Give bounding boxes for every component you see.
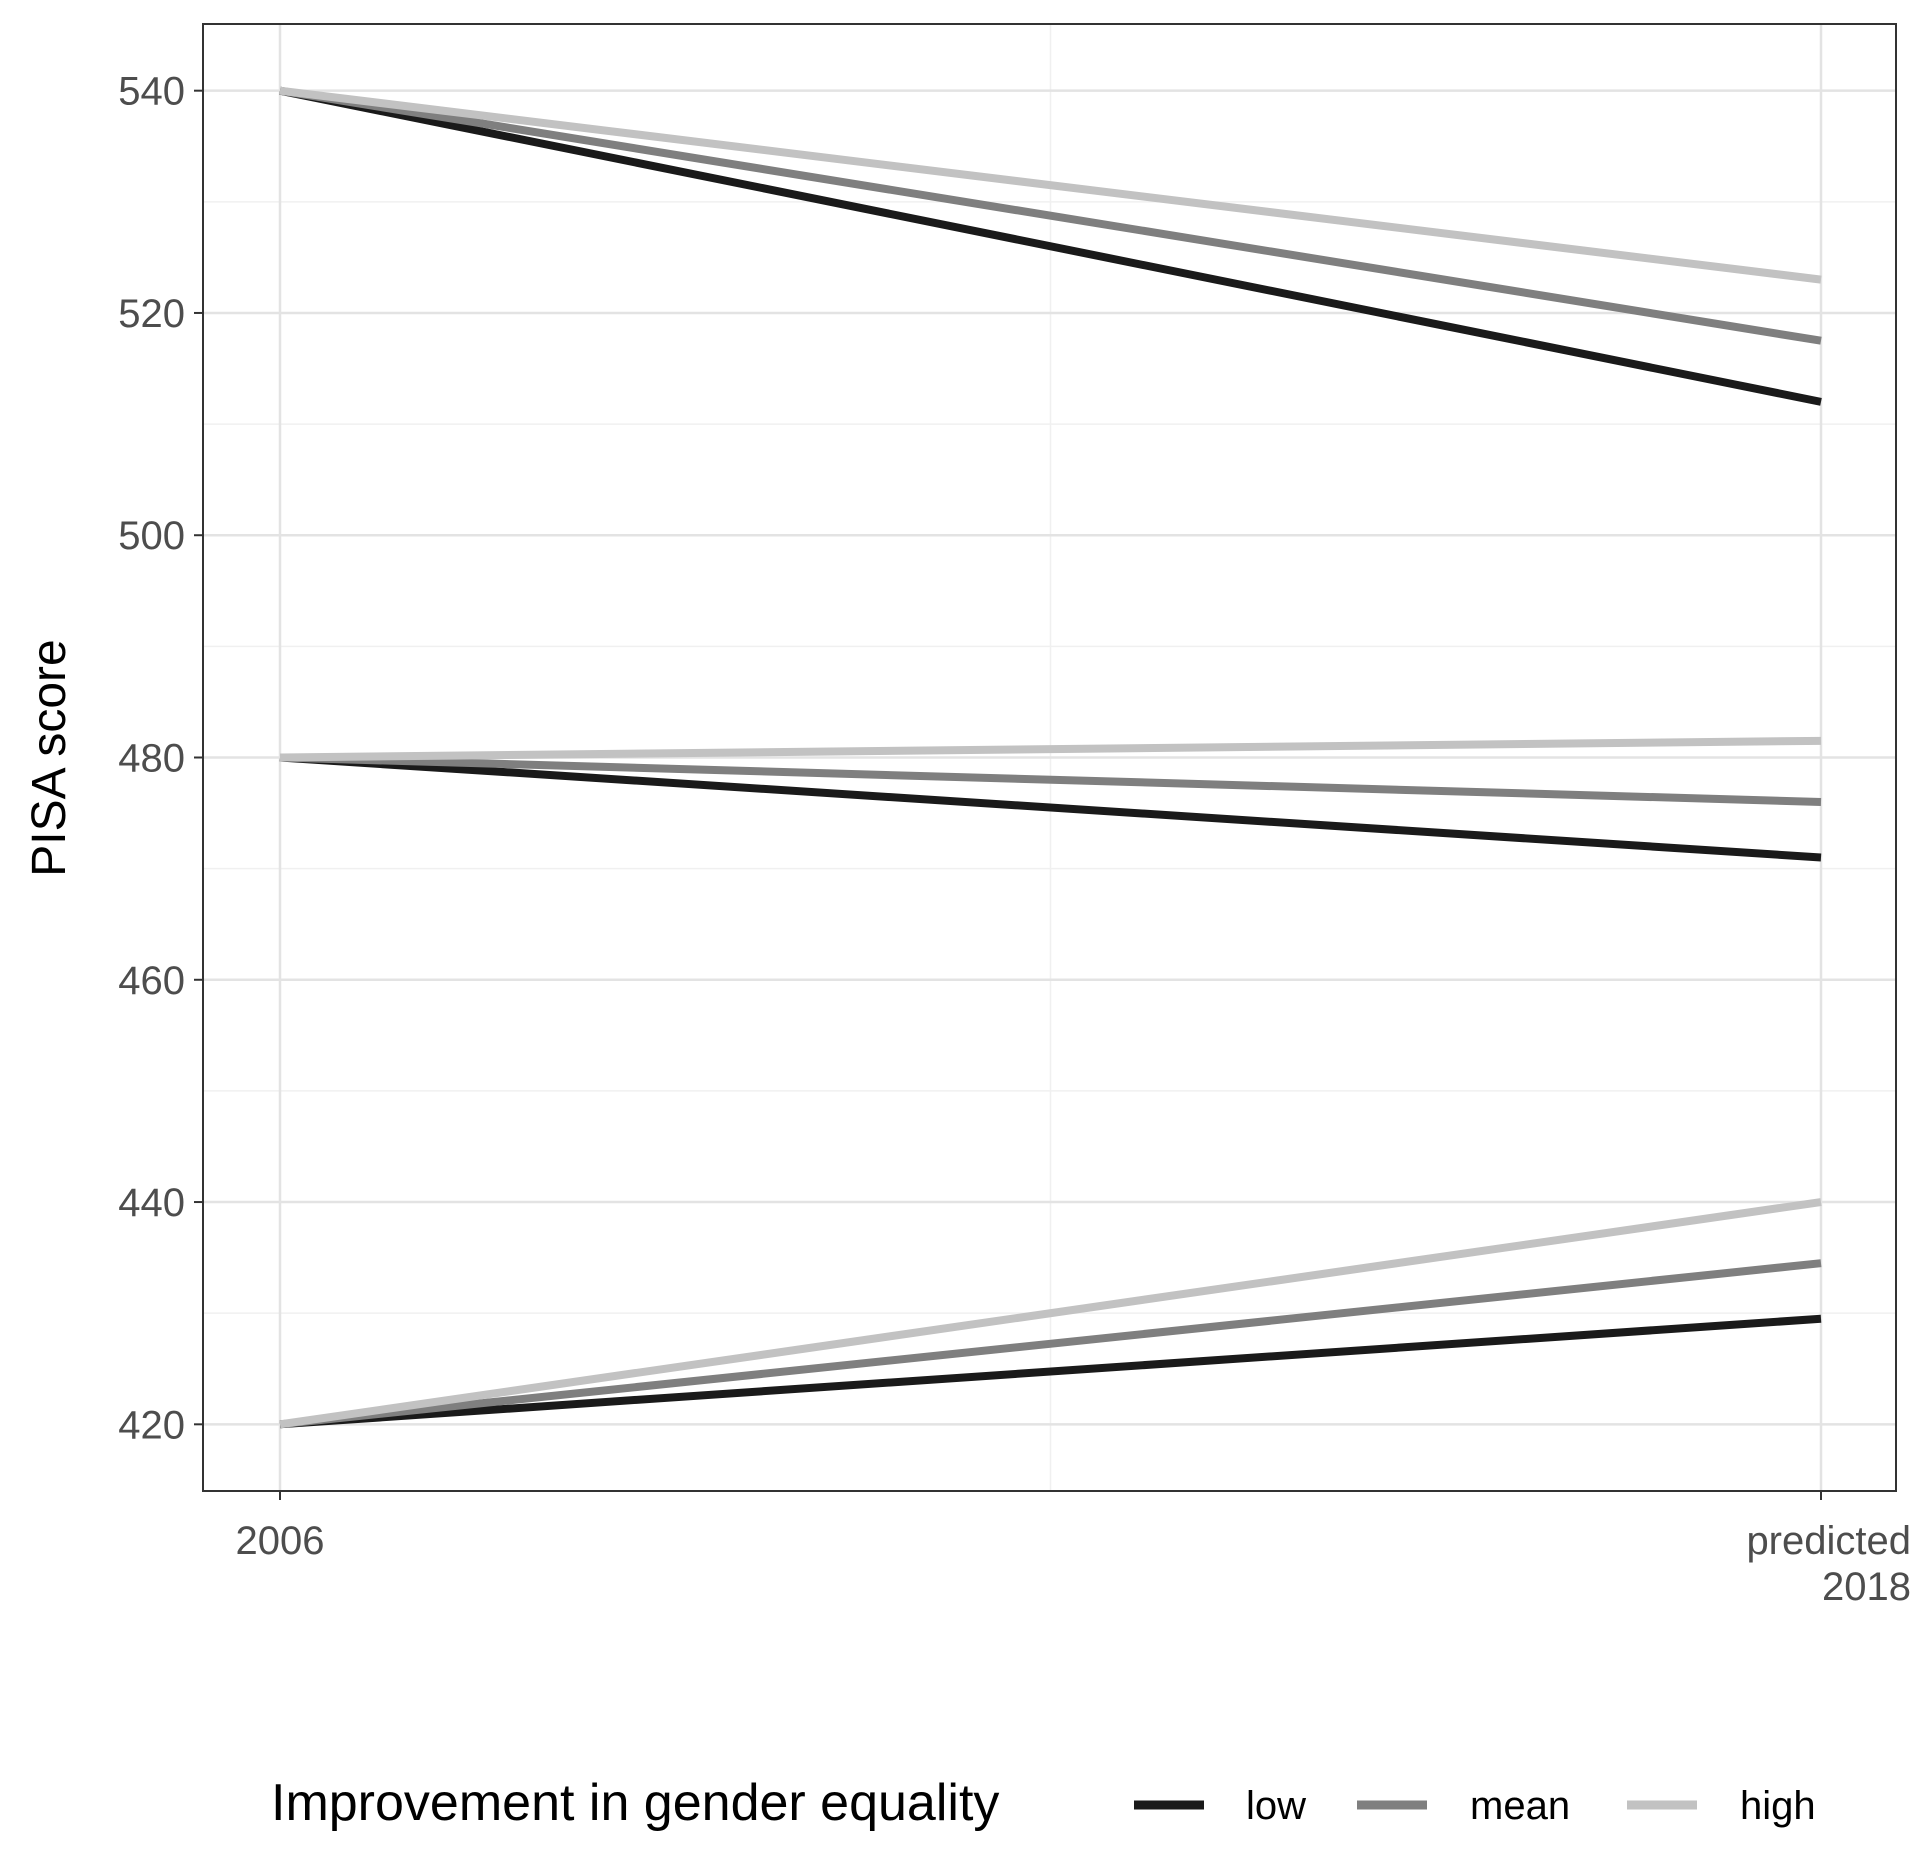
- y-axis-title: PISA score: [23, 639, 76, 876]
- series-line-bottom-low: [279, 1314, 1822, 1429]
- legend: Improvement in gender equality low mean hi…: [271, 1774, 1816, 1832]
- series-line-middle-low: [279, 753, 1822, 862]
- y-tick-label: 440: [118, 1181, 185, 1225]
- y-tick-label: 520: [118, 292, 185, 336]
- series-lines: [279, 86, 1822, 1429]
- series-line-bottom-high: [279, 1198, 1822, 1429]
- series-line-top-mean: [279, 86, 1822, 345]
- legend-label-low: low: [1246, 1784, 1306, 1828]
- series-line-bottom-mean: [279, 1259, 1822, 1429]
- y-tick-label: 460: [118, 959, 185, 1003]
- series-line-middle-mean: [279, 753, 1822, 806]
- y-tick-label: 540: [118, 70, 185, 114]
- x-tick-label: 2006: [236, 1519, 325, 1563]
- y-tick-label: 480: [118, 737, 185, 781]
- y-tick-label: 420: [118, 1403, 185, 1447]
- x-tick-label: predicted: [1746, 1519, 1911, 1563]
- y-tick-label: 500: [118, 514, 185, 558]
- series-line-middle-high: [279, 736, 1822, 762]
- x-tick-label: 2018: [1822, 1565, 1911, 1609]
- series-line-top-high: [279, 86, 1822, 284]
- legend-label-mean: mean: [1470, 1784, 1570, 1828]
- legend-title: Improvement in gender equality: [271, 1774, 999, 1832]
- legend-label-high: high: [1740, 1784, 1816, 1828]
- series-line-top-low: [279, 86, 1822, 406]
